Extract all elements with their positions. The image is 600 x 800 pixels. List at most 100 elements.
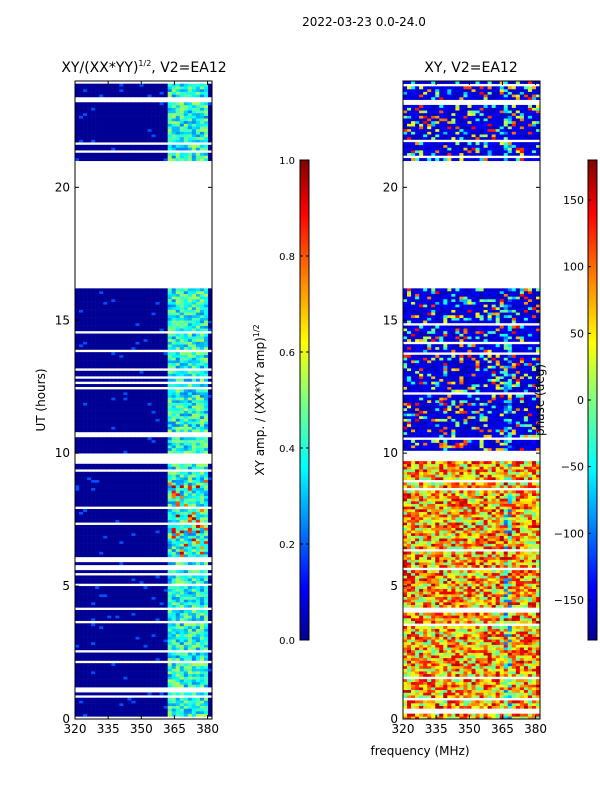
heatmap-cell — [143, 333, 148, 337]
heatmap-cell — [91, 554, 96, 558]
heatmap-cell — [99, 586, 104, 590]
heatmap-cell — [131, 447, 136, 451]
heatmap-cell — [119, 405, 124, 409]
heatmap-cell — [131, 144, 136, 148]
heatmap-cell — [83, 482, 88, 486]
heatmap-cell — [87, 713, 92, 717]
heatmap-cell — [195, 407, 201, 411]
heatmap-cell — [91, 421, 96, 425]
heatmap-cell — [119, 580, 124, 584]
heatmap-cell — [83, 158, 88, 162]
heatmap-cell — [135, 477, 140, 481]
heatmap-cell — [131, 288, 136, 292]
heatmap-cell — [111, 413, 116, 417]
heatmap-cell — [143, 524, 148, 528]
heatmap-cell — [163, 445, 168, 449]
heatmap-cell — [115, 575, 120, 579]
heatmap-cell — [123, 362, 128, 366]
heatmap-cell — [175, 524, 181, 528]
heatmap-cell — [107, 320, 112, 324]
heatmap-cell — [191, 493, 197, 496]
heatmap-cell — [191, 524, 197, 528]
heatmap-cell — [75, 407, 80, 411]
heatmap-cell — [187, 546, 193, 550]
heatmap-cell — [135, 128, 140, 132]
heatmap-cell — [111, 665, 116, 669]
heatmap-cell — [99, 437, 104, 441]
heatmap-cell — [99, 136, 104, 140]
heatmap-cell — [127, 655, 132, 659]
heatmap-cell — [171, 336, 177, 340]
heatmap-cell — [167, 663, 173, 667]
heatmap-cell — [135, 384, 140, 388]
heatmap-cell — [139, 466, 144, 470]
heatmap-cell — [171, 703, 177, 707]
heatmap-cell — [127, 524, 132, 528]
heatmap-cell — [99, 588, 104, 592]
heatmap-cell — [199, 673, 205, 677]
heatmap-cell — [123, 610, 128, 613]
heatmap-cell — [199, 527, 205, 531]
heatmap-cell — [163, 490, 168, 494]
heatmap-cell — [151, 530, 156, 534]
heatmap-cell — [83, 538, 88, 542]
heatmap-cell — [199, 652, 205, 656]
heatmap-cell — [167, 152, 173, 156]
heatmap-cell — [151, 450, 156, 454]
heatmap-cell — [163, 341, 168, 345]
heatmap-cell — [151, 612, 156, 616]
heatmap-cell — [103, 527, 108, 531]
heatmap-cell — [115, 530, 120, 534]
heatmap-cell — [103, 402, 108, 406]
heatmap-cell — [167, 447, 173, 451]
heatmap-cell — [119, 538, 124, 542]
heatmap-cell — [107, 296, 112, 300]
heatmap-cell — [127, 711, 132, 714]
heatmap-cell — [163, 134, 168, 138]
heatmap-cell — [95, 514, 100, 518]
heatmap-cell — [195, 697, 201, 701]
heatmap-cell — [111, 123, 116, 127]
heatmap-cell — [111, 439, 116, 443]
heatmap-cell — [91, 604, 96, 608]
heatmap-cell — [127, 439, 132, 443]
heatmap-cell — [163, 530, 168, 534]
heatmap-cell — [155, 152, 160, 156]
heatmap-cell — [191, 128, 197, 132]
heatmap-cell — [107, 490, 112, 494]
heatmap-cell — [139, 389, 144, 393]
heatmap-cell — [159, 508, 164, 512]
heatmap-cell — [111, 495, 116, 499]
heatmap-cell — [187, 360, 193, 364]
heatmap-cell — [187, 599, 193, 603]
heatmap-cell — [107, 314, 112, 318]
heatmap-cell — [95, 365, 100, 369]
heatmap-cell — [127, 612, 132, 616]
heatmap-cell — [159, 296, 164, 300]
heatmap-cell — [83, 711, 88, 714]
heatmap-cell — [119, 548, 124, 552]
heatmap-cell — [167, 357, 173, 361]
heatmap-cell — [143, 134, 148, 138]
heatmap-cell — [83, 394, 88, 398]
heatmap-cell — [155, 562, 160, 566]
heatmap-cell — [91, 341, 96, 345]
heatmap-cell — [191, 692, 197, 696]
heatmap-cell — [199, 623, 205, 627]
heatmap-cell — [203, 394, 209, 398]
heatmap-cell — [75, 139, 80, 143]
heatmap-cell — [199, 508, 205, 512]
heatmap-cell — [75, 131, 80, 135]
heatmap-cell — [115, 596, 120, 600]
heatmap-cell — [155, 291, 160, 294]
heatmap-cell — [195, 652, 201, 656]
heatmap-cell — [119, 599, 124, 603]
heatmap-cell — [99, 301, 104, 305]
heatmap-cell — [75, 524, 80, 528]
heatmap-cell — [99, 548, 104, 552]
heatmap-cell — [183, 309, 189, 313]
heatmap-cell — [111, 570, 116, 574]
heatmap-cell — [207, 155, 212, 159]
heatmap-cell — [99, 333, 104, 337]
heatmap-cell — [127, 397, 132, 401]
